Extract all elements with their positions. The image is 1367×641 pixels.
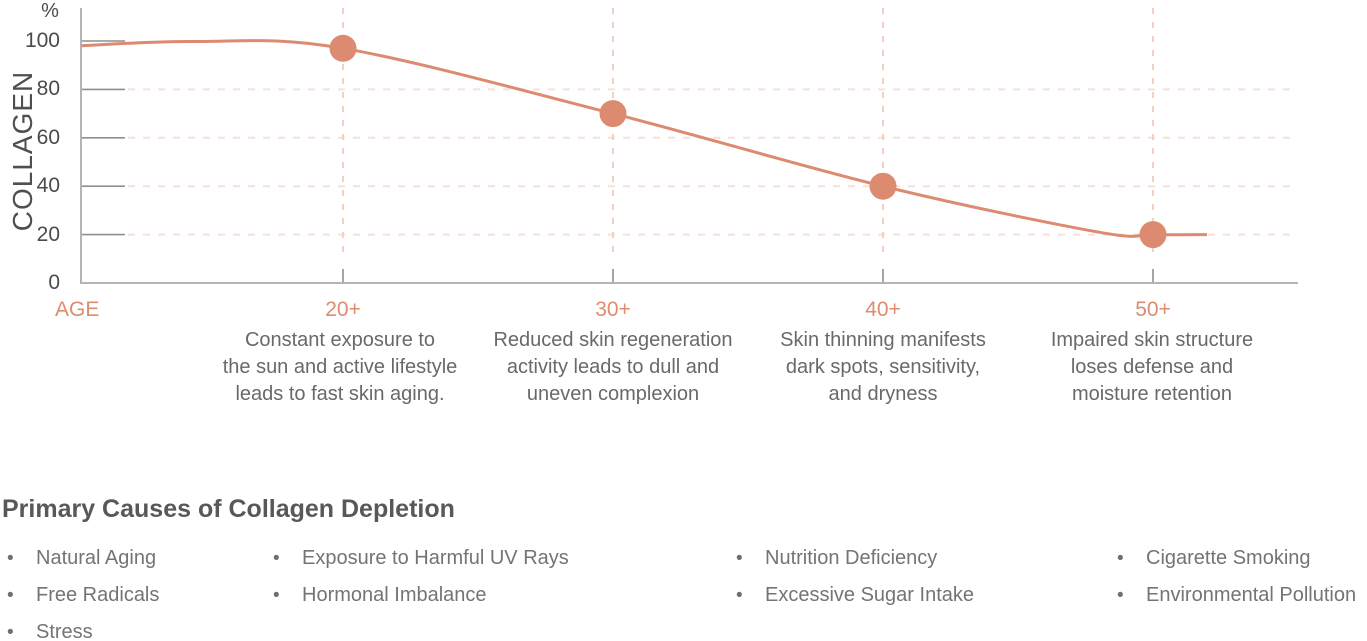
bullet-icon: • bbox=[273, 548, 280, 569]
cause-label: Stress bbox=[36, 621, 93, 641]
y-tick-marks bbox=[80, 40, 125, 236]
x-tick-marks bbox=[342, 269, 1154, 283]
horizontal-gridlines bbox=[128, 88, 1298, 236]
cause-label: Nutrition Deficiency bbox=[765, 547, 938, 569]
bullet-icon: • bbox=[736, 548, 743, 569]
age-label-50: 50+ bbox=[1135, 298, 1171, 321]
age-note-line: Impaired skin structure bbox=[1050, 329, 1254, 351]
collagen-decline-chart bbox=[80, 8, 1298, 284]
x-axis-title: AGE bbox=[55, 298, 100, 321]
age-note-line: the sun and active lifestyle bbox=[222, 356, 458, 378]
age-note-line: dark spots, sensitivity, bbox=[785, 356, 981, 378]
age-note-40: Skin thinning manifests dark spots, sens… bbox=[743, 327, 1023, 408]
vertical-gridlines bbox=[342, 8, 1154, 260]
age-note-line: Reduced skin regeneration bbox=[493, 329, 733, 351]
age-label-30: 30+ bbox=[595, 298, 631, 321]
y-tick-label-80: 80 bbox=[36, 77, 60, 100]
cause-label: Environmental Pollution bbox=[1146, 584, 1357, 606]
cause-label: Hormonal Imbalance bbox=[302, 584, 487, 606]
age-note-line: uneven complexion bbox=[526, 383, 700, 405]
data-point-0 bbox=[329, 34, 357, 62]
bullet-icon: • bbox=[1117, 548, 1124, 569]
bullet-icon: • bbox=[736, 585, 743, 606]
data-point-2 bbox=[869, 172, 897, 200]
age-note-20: Constant exposure to the sun and active … bbox=[200, 327, 480, 408]
collagen-curve bbox=[81, 39, 1208, 238]
age-note-line: Skin thinning manifests bbox=[780, 329, 986, 351]
data-point-3 bbox=[1139, 221, 1167, 249]
y-tick-label-40: 40 bbox=[36, 174, 60, 197]
causes-column-1: • Natural Aging • Free Radicals • Stress bbox=[7, 540, 159, 641]
cause-label: Excessive Sugar Intake bbox=[765, 584, 974, 606]
age-note-30: Reduced skin regeneration activity leads… bbox=[473, 327, 753, 408]
list-item: • Nutrition Deficiency bbox=[736, 540, 974, 577]
cause-label: Exposure to Harmful UV Rays bbox=[302, 547, 569, 569]
list-item: • Environmental Pollution bbox=[1117, 577, 1356, 614]
age-note-line: moisture retention bbox=[1071, 383, 1233, 405]
y-tick-label-60: 60 bbox=[36, 126, 60, 149]
list-item: • Exposure to Harmful UV Rays bbox=[273, 540, 569, 577]
causes-column-2: • Exposure to Harmful UV Rays • Hormonal… bbox=[273, 540, 569, 614]
list-item: • Free Radicals bbox=[7, 577, 159, 614]
age-label-20: 20+ bbox=[325, 298, 361, 321]
age-note-50: Impaired skin structure loses defense an… bbox=[1012, 327, 1292, 408]
list-item: • Cigarette Smoking bbox=[1117, 540, 1356, 577]
bullet-icon: • bbox=[1117, 585, 1124, 606]
age-note-line: activity leads to dull and bbox=[506, 356, 720, 378]
list-item: • Hormonal Imbalance bbox=[273, 577, 569, 614]
cause-label: Cigarette Smoking bbox=[1146, 547, 1311, 569]
cause-label: Free Radicals bbox=[36, 584, 160, 606]
list-item: • Stress bbox=[7, 614, 159, 641]
y-tick-label-0: 0 bbox=[48, 271, 60, 294]
y-axis-unit-label: % bbox=[41, 0, 59, 22]
causes-heading: Primary Causes of Collagen Depletion bbox=[2, 495, 455, 523]
causes-column-3: • Nutrition Deficiency • Excessive Sugar… bbox=[736, 540, 974, 614]
y-tick-label-100: 100 bbox=[24, 29, 60, 52]
age-label-40: 40+ bbox=[865, 298, 901, 321]
bullet-icon: • bbox=[273, 585, 280, 606]
y-tick-label-20: 20 bbox=[36, 223, 60, 246]
cause-label: Natural Aging bbox=[36, 547, 157, 569]
bullet-icon: • bbox=[7, 585, 14, 606]
list-item: • Natural Aging bbox=[7, 540, 159, 577]
age-note-line: and dryness bbox=[828, 383, 938, 405]
data-point-1 bbox=[599, 100, 627, 128]
bullet-icon: • bbox=[7, 622, 14, 641]
age-note-line: leads to fast skin aging. bbox=[235, 383, 445, 405]
bullet-icon: • bbox=[7, 548, 14, 569]
age-note-line: loses defense and bbox=[1070, 356, 1234, 378]
age-note-line: Constant exposure to bbox=[244, 329, 436, 351]
causes-column-4: • Cigarette Smoking • Environmental Poll… bbox=[1117, 540, 1356, 614]
list-item: • Excessive Sugar Intake bbox=[736, 577, 974, 614]
